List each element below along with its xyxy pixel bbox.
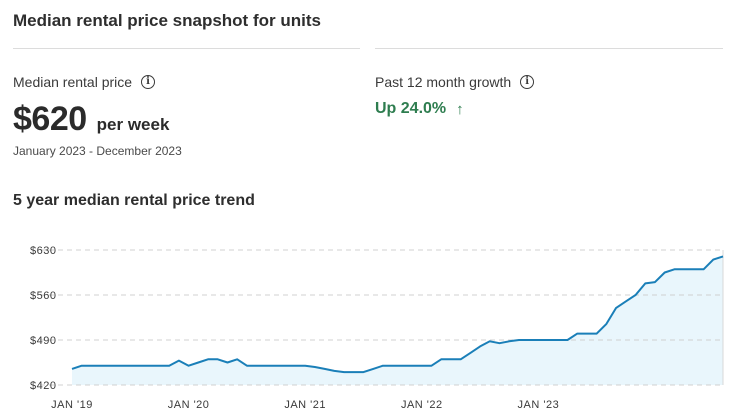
- trend-title: 5 year median rental price trend: [13, 192, 255, 209]
- growth-label-text: Past 12 month growth: [375, 74, 512, 90]
- page-title: Median rental price snapshot for units: [13, 11, 321, 30]
- median-price-unit: per week: [96, 115, 170, 134]
- divider: [13, 48, 360, 49]
- median-price: $620 per week: [13, 100, 169, 139]
- median-price-period: January 2023 - December 2023: [13, 144, 182, 158]
- x-tick-label: JAN '19: [51, 399, 93, 411]
- divider: [375, 48, 723, 49]
- growth-value-text: Up 24.0%: [375, 100, 447, 117]
- trend-area: [72, 256, 723, 385]
- info-icon[interactable]: i: [141, 75, 156, 89]
- arrow-up-icon: ↑: [456, 100, 464, 118]
- trend-line: [71, 255, 724, 374]
- y-tick-label: $560: [30, 290, 56, 302]
- growth-value: Up 24.0% ↑: [375, 100, 464, 118]
- y-tick-label: $490: [30, 335, 56, 347]
- y-tick-label: $420: [30, 380, 56, 392]
- info-icon[interactable]: i: [520, 75, 535, 89]
- median-rental-label: Median rental price i: [13, 74, 156, 90]
- median-price-value: $620: [13, 100, 87, 138]
- x-tick-label: JAN '20: [168, 399, 210, 411]
- y-tick-label: $630: [30, 245, 56, 257]
- x-tick-label: JAN '23: [518, 399, 560, 411]
- median-rental-label-text: Median rental price: [13, 74, 133, 90]
- x-tick-label: JAN '21: [284, 399, 326, 411]
- trend-chart: $630 $560 $490 $420 JAN '19 JAN '20 JAN '21 JAN…: [30, 245, 724, 411]
- x-tick-label: JAN '22: [401, 399, 443, 411]
- growth-label: Past 12 month growth i: [375, 74, 535, 90]
